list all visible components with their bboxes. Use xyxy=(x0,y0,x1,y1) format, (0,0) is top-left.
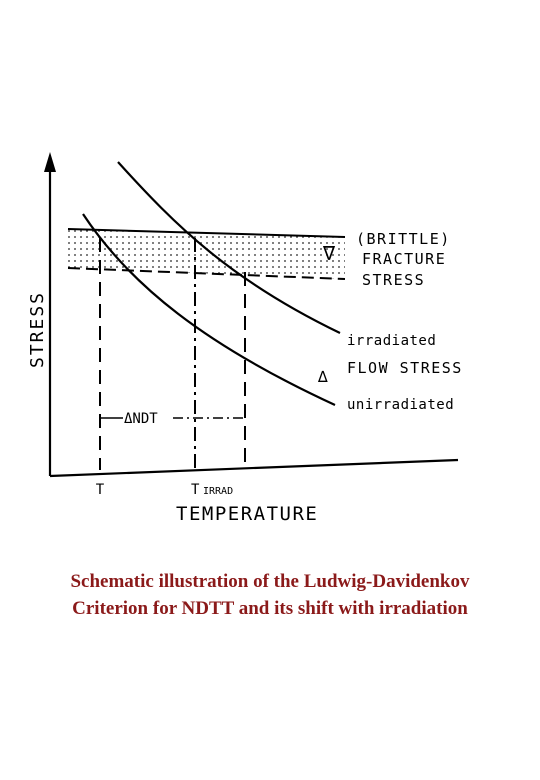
fracture-label: FRACTURE xyxy=(362,250,446,268)
ludwig-davidenkov-diagram: ΔNDT T T IRRAD STRESS TEMPERATURE ∇ (BRI… xyxy=(27,152,463,525)
delta-ndt-label: ΔNDT xyxy=(124,411,158,427)
flow-shift-marker: ∆ xyxy=(317,367,328,386)
unirradiated-label: unirradiated xyxy=(347,397,454,413)
x-axis xyxy=(49,458,459,478)
t-irrad-subscript: IRRAD xyxy=(203,486,233,497)
stress-label: STRESS xyxy=(362,271,425,289)
caption-line-2: Criterion for NDTT and its shift with ir… xyxy=(72,598,468,619)
irradiated-flow-stress-curve xyxy=(117,161,341,334)
fracture-stress-line xyxy=(67,228,346,238)
figure-caption: Schematic illustration of the Ludwig-Dav… xyxy=(0,568,540,622)
x-axis-label: TEMPERATURE xyxy=(176,503,318,525)
y-axis xyxy=(44,152,56,476)
irradiated-label: irradiated xyxy=(347,333,436,349)
delta-ndt-marker: ΔNDT xyxy=(100,411,245,427)
t-irrad-label: T xyxy=(191,482,200,498)
band-width-marker: ∇ xyxy=(322,241,336,265)
fracture-stress-band xyxy=(67,228,346,280)
t-label: T xyxy=(96,482,105,498)
unirradiated-flow-stress-curve xyxy=(82,213,336,406)
caption-line-1: Schematic illustration of the Ludwig-Dav… xyxy=(70,571,470,592)
y-axis-label: STRESS xyxy=(27,291,48,368)
fracture-stress-lower-line xyxy=(67,267,346,280)
brittle-label: (BRITTLE) xyxy=(356,230,451,248)
flow-stress-label: FLOW STRESS xyxy=(347,359,463,377)
